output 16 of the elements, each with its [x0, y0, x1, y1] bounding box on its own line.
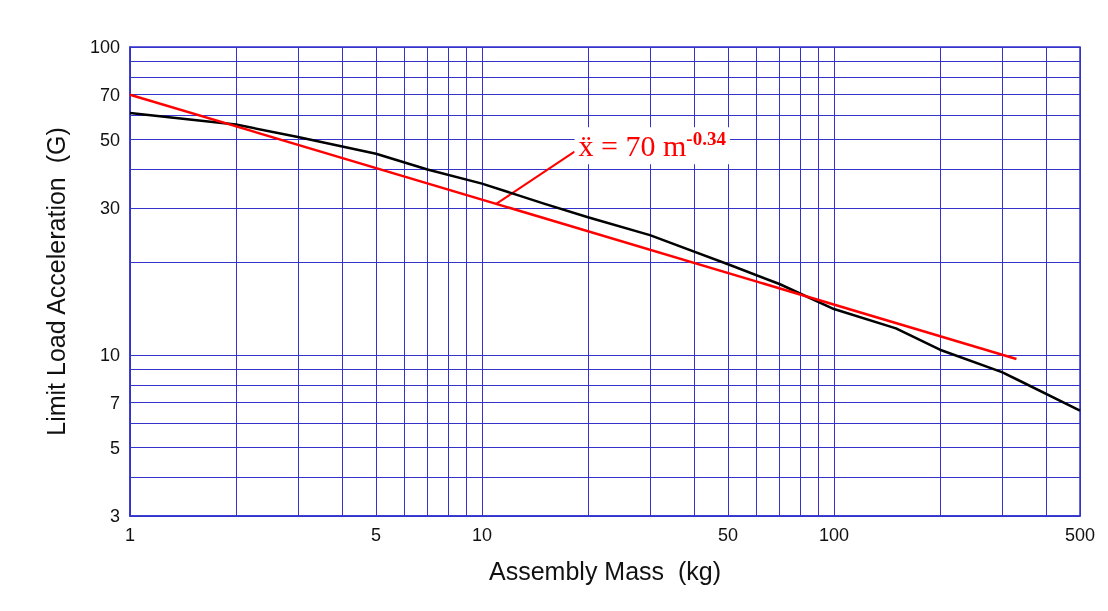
x-tick-label: 1: [124, 525, 136, 545]
x-axis-title: Assembly Mass (kg): [489, 556, 721, 585]
y-axis-title: Limit Load Acceleration (G): [41, 127, 70, 436]
y-tick-label: 100: [89, 37, 120, 57]
x-tick-label: 500: [1064, 525, 1096, 545]
x-tick-label: 10: [471, 525, 492, 545]
x-tick-label: 5: [371, 525, 382, 545]
y-tick-label: 50: [99, 129, 120, 150]
y-tick-label: 30: [99, 198, 120, 219]
y-tick-label: 7: [109, 392, 120, 413]
y-tick-label: 5: [109, 437, 120, 458]
y-tick-label: 70: [99, 84, 120, 105]
x-tick-label: 100: [818, 525, 849, 545]
y-tick-label: 3: [109, 506, 120, 526]
x-tick-label: 50: [718, 525, 739, 545]
y-tick-label: 10: [99, 344, 120, 365]
